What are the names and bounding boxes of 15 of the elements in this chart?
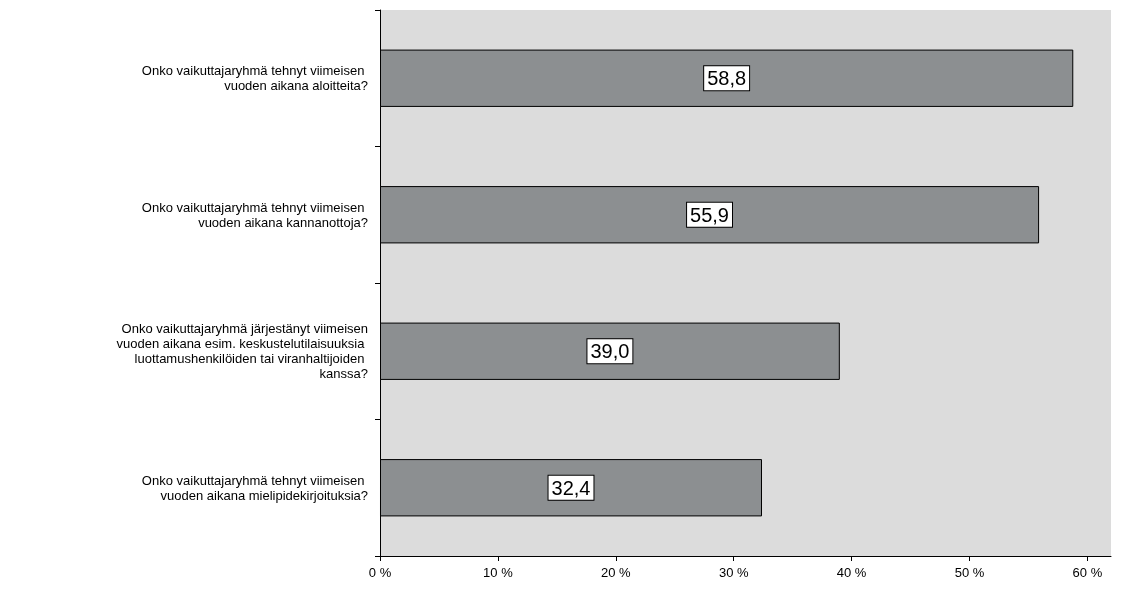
data-label: 58,8 — [707, 67, 747, 90]
x-tick-label: 20 % — [600, 565, 632, 580]
x-tick-label: 40 % — [836, 565, 867, 580]
x-tick-label: 10 % — [483, 565, 514, 580]
data-label: 32,4 — [551, 476, 591, 499]
y-tick-label: Onko vaikuttajaryhmä järjestänyt viimeisen vuoden aikana esim. keskustelutilaisuuksia luottamushenkilöiden tai viranhaltijoiden kanssa? — [112, 321, 368, 382]
x-tick-label: 50 % — [954, 565, 985, 580]
y-tick-label: Onko vaikuttajaryhmä tehnyt viimeisen vuoden aikana aloitteita? — [141, 63, 368, 94]
data-label: 55,9 — [690, 203, 730, 226]
x-tick-label: 0 % — [368, 565, 392, 580]
x-tick-label: 60 % — [1072, 565, 1103, 580]
data-label: 39,0 — [590, 340, 630, 363]
y-tick-label: Onko vaikuttajaryhmä tehnyt viimeisen vuoden aikana kannanottoja? — [141, 199, 368, 230]
x-tick-label: 30 % — [718, 565, 749, 580]
y-tick-label: Onko vaikuttajaryhmä tehnyt viimeisen vuoden aikana mielipidekirjoituksia? — [141, 472, 368, 503]
